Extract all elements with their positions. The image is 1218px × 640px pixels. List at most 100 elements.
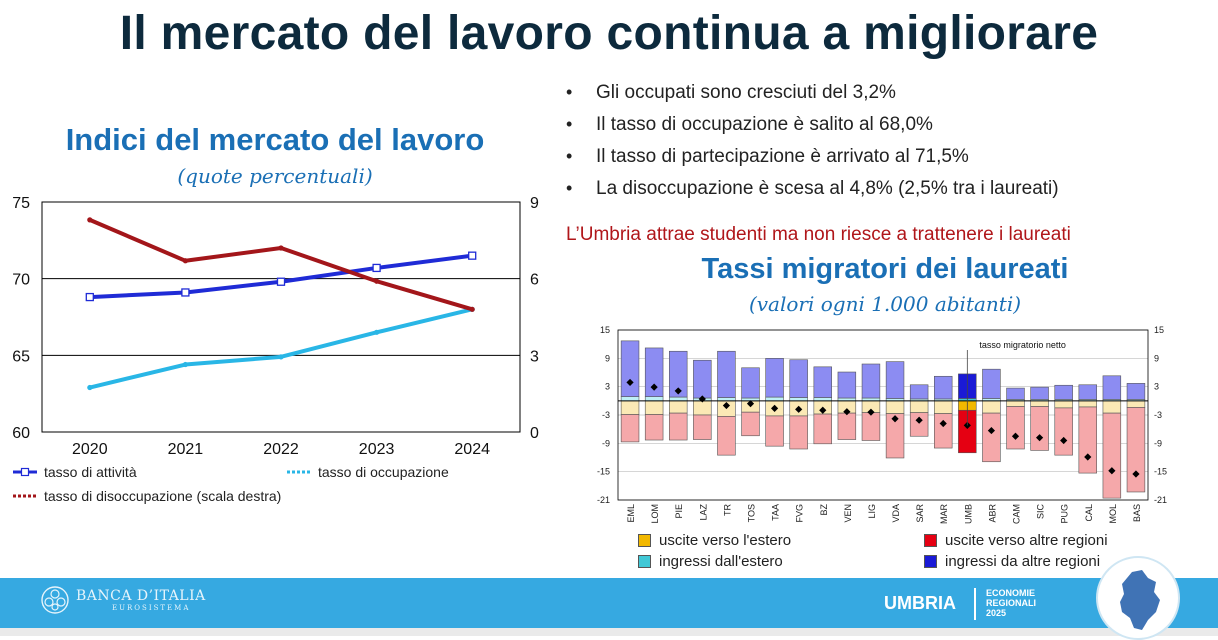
bar-in-regions: [693, 359, 712, 399]
legend-label-employment: tasso di occupazione: [318, 464, 449, 480]
x-axis-tick: LIG: [867, 504, 877, 519]
bullet-list: • Gli occupati sono cresciuti del 3,2% • I…: [566, 82, 1059, 210]
data-point: [278, 245, 284, 251]
data-point: [468, 251, 477, 260]
net-rate-marker: [1108, 467, 1116, 475]
net-rate-marker: [1060, 436, 1068, 445]
bullet-item: • Il tasso di partecipazione è arrivato a…: [566, 146, 1059, 178]
legend-item-activity: tasso di attività: [12, 464, 137, 480]
bar-out-regions: [982, 412, 1001, 463]
line-chart: 60 65 70 75 0 3 6 9 2020 2021 2022 2023 2024: [12, 195, 539, 458]
data-point: [182, 361, 188, 368]
x-axis-tick: EML: [626, 504, 636, 523]
data-point: [374, 329, 380, 335]
bar-out-regions: [644, 414, 664, 441]
x-axis-tick: MOL: [1108, 504, 1118, 524]
bar-out-abroad: [1078, 400, 1097, 408]
data-point: [181, 288, 190, 297]
bar-out-regions: [693, 414, 712, 440]
x-axis-tick: VDA: [891, 504, 901, 523]
right-axis-tick: 6: [530, 272, 539, 289]
series-line-employment: [89, 307, 473, 390]
x-axis-tick: CAM: [1012, 504, 1022, 524]
bar-in-abroad: [669, 396, 688, 402]
right-axis-tick: -21: [1154, 495, 1167, 505]
logo-subtitle: EUROSISTEMA: [112, 604, 191, 612]
net-rate-marker: [891, 415, 899, 423]
bullet-marker: •: [566, 178, 573, 198]
x-axis-tick: MAR: [939, 504, 949, 525]
data-point: [87, 217, 93, 223]
left-axis-tick: -3: [602, 410, 610, 420]
legend-label-unemployment: tasso di disoccupazione (scala destra): [44, 488, 282, 504]
bar-in-abroad: [644, 396, 664, 402]
bar-out-regions: [1030, 406, 1049, 451]
bar-out-regions: [885, 413, 905, 459]
umbria-map-badge: [1096, 556, 1180, 640]
bar-out-regions: [1102, 412, 1122, 499]
bar-out-regions: [837, 412, 857, 440]
bar-out-regions: [741, 411, 760, 437]
net-rate-marker: [1084, 453, 1092, 461]
x-axis-tick: SIC: [1036, 504, 1046, 520]
legend-label-out-regions: uscite verso altre regioni: [945, 532, 1108, 549]
line-chart-subtitle: (quote percentuali): [177, 164, 373, 188]
publication-line-3: 2025: [986, 608, 1007, 618]
bar-out-abroad: [1126, 400, 1146, 408]
bar-in-regions: [717, 350, 736, 398]
bar-in-regions: [1126, 383, 1146, 400]
right-axis-tick: 15: [1154, 325, 1164, 335]
publication-line-1: ECONOMIE: [986, 588, 1036, 598]
highlight-note: L’Umbria attrae studenti ma non riesce a…: [566, 224, 1071, 245]
logo-name: BANCA D’ITALIA: [76, 588, 206, 604]
footer-bar: [0, 578, 1218, 630]
left-axis-tick: 3: [605, 382, 610, 392]
net-rate-marker: [1035, 434, 1044, 442]
bar-out-regions: [909, 412, 929, 437]
bar-in-regions: [1030, 386, 1049, 400]
right-axis-tick: -3: [1154, 410, 1162, 420]
right-axis-tick: 3: [530, 348, 539, 365]
x-axis-tick: VEN: [843, 504, 853, 523]
bar-in-regions: [813, 366, 832, 398]
bank-emblem-icon: [41, 586, 69, 614]
right-axis-tick: -9: [1154, 438, 1162, 448]
left-axis-tick: 9: [605, 353, 610, 363]
bullet-text: Gli occupati sono cresciuti del 3,2%: [596, 82, 896, 103]
x-axis-tick: BAS: [1132, 504, 1142, 522]
left-axis-tick: -21: [597, 495, 610, 505]
legend-swatch-out-regions: [924, 534, 937, 547]
bar-in-regions: [982, 368, 1001, 399]
bar-out-abroad: [1006, 400, 1025, 407]
right-axis-tick: 9: [1154, 353, 1159, 363]
x-axis-tick: 2020: [72, 441, 108, 458]
left-axis-tick: 60: [12, 425, 30, 442]
left-axis-tick: -9: [602, 438, 610, 448]
legend-item-employment: tasso di occupazione: [286, 464, 449, 480]
bar-out-regions: [1126, 407, 1146, 493]
left-axis-tick: -15: [597, 467, 610, 477]
x-axis-tick: PUG: [1060, 504, 1070, 524]
left-axis-tick: 75: [12, 195, 30, 212]
data-point: [85, 292, 94, 302]
x-axis-tick: 2021: [168, 441, 204, 458]
bar-in-regions: [765, 358, 784, 398]
legend-label-in-abroad: ingressi dall'estero: [659, 553, 783, 570]
legend-item-out-regions: uscite verso altre regioni: [924, 532, 1108, 549]
bar-in-abroad: [620, 396, 640, 402]
x-axis-tick: 2023: [359, 441, 395, 458]
bar-out-regions: [765, 415, 784, 447]
bar-out-regions: [669, 412, 688, 441]
bar-in-regions: [1054, 384, 1073, 400]
x-axis-tick: 2024: [454, 441, 490, 458]
x-axis-tick: BZ: [819, 504, 829, 516]
bar-in-regions: [909, 384, 929, 400]
bar-out-abroad: [644, 400, 664, 415]
legend-item-out-abroad: uscite verso l'estero: [638, 532, 791, 549]
bar-in-regions: [1102, 375, 1122, 400]
right-axis-tick: 9: [530, 195, 539, 212]
x-axis-tick: ABR: [987, 504, 997, 523]
line-chart-title: Indici del mercato del lavoro: [65, 122, 485, 157]
bar-out-abroad: [982, 400, 1001, 414]
bank-logo: BANCA D’ITALIA EUROSISTEMA: [40, 585, 206, 615]
